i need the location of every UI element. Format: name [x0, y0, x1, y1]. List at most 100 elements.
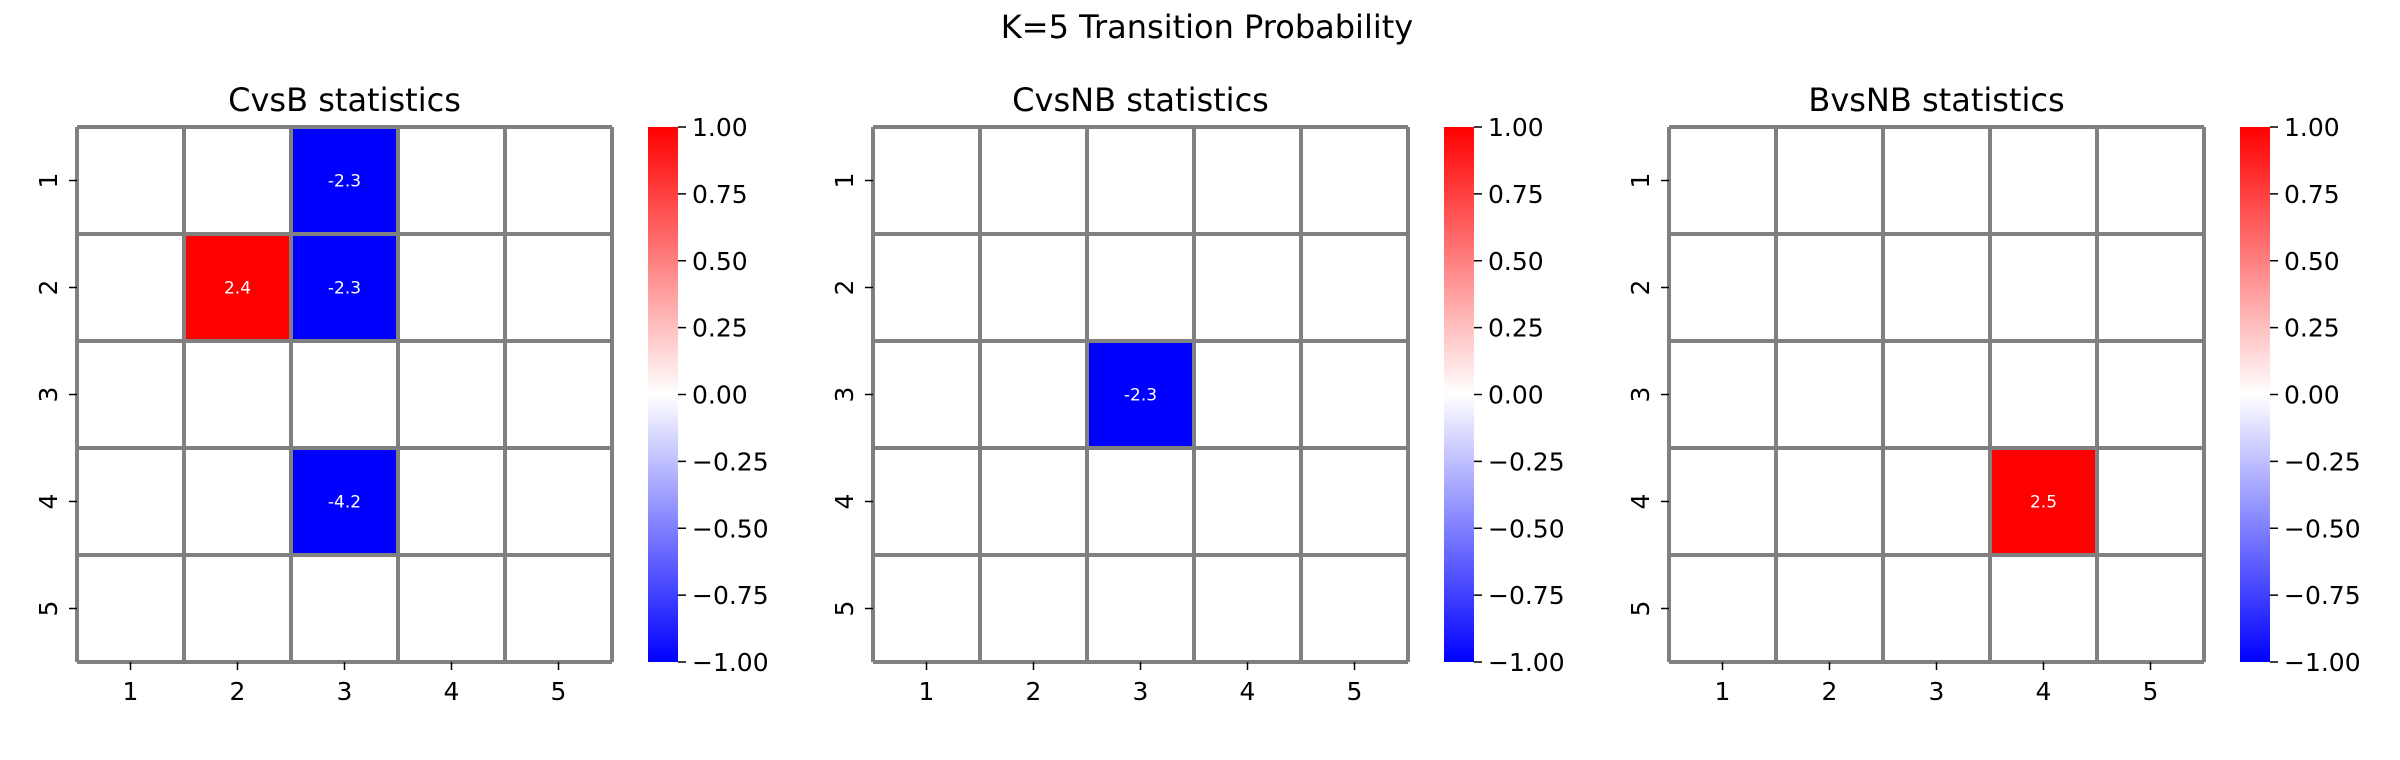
cell-value-label: 2.4 — [224, 279, 251, 299]
heatmap-cell-empty — [1301, 555, 1408, 662]
x-tick-label: 3 — [337, 677, 353, 706]
colorbar-tick-label: −0.75 — [2284, 581, 2361, 610]
heatmap-cell-empty — [1776, 127, 1883, 234]
heatmap-cell-empty — [873, 341, 980, 448]
heatmap-cell-empty — [1990, 555, 2097, 662]
y-tick-label: 5 — [34, 601, 63, 617]
heatmap-cell-empty — [1990, 341, 2097, 448]
colorbar-tick-label: 0.75 — [1488, 180, 1544, 209]
colorbar-tick-label: 0.75 — [692, 180, 748, 209]
panel-title: CvsNB statistics — [1012, 81, 1269, 119]
heatmap-cell-empty — [1669, 448, 1776, 555]
colorbar-tick-label: −0.50 — [2284, 514, 2361, 543]
x-tick-label: 3 — [1929, 677, 1945, 706]
heatmap-cell-empty — [184, 555, 291, 662]
colorbar-tick-label: 0.50 — [692, 247, 748, 276]
heatmap-cell-empty — [505, 448, 612, 555]
heatmap-cell-empty — [1883, 234, 1990, 341]
heatmap-cell-empty — [1194, 234, 1301, 341]
y-tick-label: 2 — [830, 280, 859, 296]
colorbar-tick-label: 0.50 — [2284, 247, 2340, 276]
heatmap-cell-empty — [1776, 555, 1883, 662]
heatmap-cell — [291, 448, 398, 555]
heatmap-cell-empty — [1087, 555, 1194, 662]
x-tick-label: 4 — [2036, 677, 2052, 706]
heatmap-cell-empty — [980, 341, 1087, 448]
y-tick-label: 1 — [830, 173, 859, 189]
heatmap-cell-empty — [1301, 448, 1408, 555]
heatmap-cell-empty — [398, 234, 505, 341]
heatmap-cell-empty — [1194, 555, 1301, 662]
colorbar-tick-label: 1.00 — [692, 113, 748, 142]
colorbar-tick-label: 0.00 — [2284, 381, 2340, 410]
heatmap-cell-empty — [2097, 555, 2204, 662]
heatmap-cell-empty — [1087, 127, 1194, 234]
heatmap-cell-empty — [2097, 234, 2204, 341]
heatmap-cell-empty — [873, 555, 980, 662]
x-tick-label: 1 — [919, 677, 935, 706]
colorbar — [648, 127, 678, 662]
x-tick-label: 1 — [123, 677, 139, 706]
colorbar-tick-label: 0.00 — [692, 381, 748, 410]
x-tick-label: 5 — [2143, 677, 2159, 706]
heatmap-cell-empty — [1990, 234, 2097, 341]
heatmap-cell-empty — [980, 234, 1087, 341]
heatmap-cell-empty — [980, 555, 1087, 662]
heatmap-cell — [1990, 448, 2097, 555]
heatmap-cell-empty — [398, 341, 505, 448]
heatmap-cell-empty — [873, 448, 980, 555]
heatmap-cell-empty — [1301, 341, 1408, 448]
x-tick-label: 4 — [444, 677, 460, 706]
heatmap-cell-empty — [1990, 127, 2097, 234]
x-tick-label: 3 — [1133, 677, 1149, 706]
colorbar-tick-label: 0.25 — [2284, 314, 2340, 343]
y-tick-label: 1 — [1626, 173, 1655, 189]
heatmap-cell-empty — [1776, 448, 1883, 555]
colorbar-tick-label: 0.25 — [1488, 314, 1544, 343]
heatmap-cell-empty — [77, 234, 184, 341]
colorbar-tick-label: −0.75 — [1488, 581, 1565, 610]
y-tick-label: 4 — [1626, 494, 1655, 510]
colorbar-tick-label: −1.00 — [692, 648, 769, 677]
colorbar-tick-label: 0.75 — [2284, 180, 2340, 209]
heatmap-cell-empty — [505, 555, 612, 662]
heatmap-cell-empty — [873, 127, 980, 234]
heatmap-cell-empty — [1883, 448, 1990, 555]
heatmap-cell-empty — [77, 341, 184, 448]
heatmap-cell-empty — [980, 127, 1087, 234]
heatmap-cell-empty — [873, 234, 980, 341]
heatmap-cell-empty — [1194, 448, 1301, 555]
x-tick-label: 2 — [1026, 677, 1042, 706]
heatmap-cell — [291, 234, 398, 341]
y-tick-label: 3 — [830, 387, 859, 403]
y-tick-label: 5 — [830, 601, 859, 617]
heatmap-cell-empty — [77, 555, 184, 662]
heatmap-cell-empty — [505, 127, 612, 234]
y-tick-label: 3 — [1626, 387, 1655, 403]
cell-value-label: -2.3 — [1124, 386, 1157, 406]
colorbar-tick-label: 0.00 — [1488, 381, 1544, 410]
heatmap-cell-empty — [1194, 341, 1301, 448]
heatmap-cell — [291, 127, 398, 234]
x-tick-label: 1 — [1715, 677, 1731, 706]
heatmap-cell-empty — [1883, 555, 1990, 662]
heatmap-cell-empty — [1087, 448, 1194, 555]
colorbar-tick-label: −0.50 — [692, 514, 769, 543]
colorbar-tick-label: −0.25 — [692, 447, 769, 476]
y-tick-label: 4 — [830, 494, 859, 510]
heatmap-cell-empty — [1087, 234, 1194, 341]
y-tick-label: 4 — [34, 494, 63, 510]
colorbar-tick-label: −0.75 — [692, 581, 769, 610]
heatmap-cell — [1087, 341, 1194, 448]
x-tick-label: 5 — [1347, 677, 1363, 706]
colorbar-tick-label: 1.00 — [1488, 113, 1544, 142]
heatmap-cell-empty — [2097, 341, 2204, 448]
heatmap-cell-empty — [1669, 127, 1776, 234]
figure-title: K=5 Transition Probability — [1001, 8, 1413, 46]
cell-value-label: -4.2 — [328, 493, 361, 513]
heatmap-cell-empty — [1301, 127, 1408, 234]
heatmap-cell-empty — [184, 341, 291, 448]
x-tick-label: 4 — [1240, 677, 1256, 706]
